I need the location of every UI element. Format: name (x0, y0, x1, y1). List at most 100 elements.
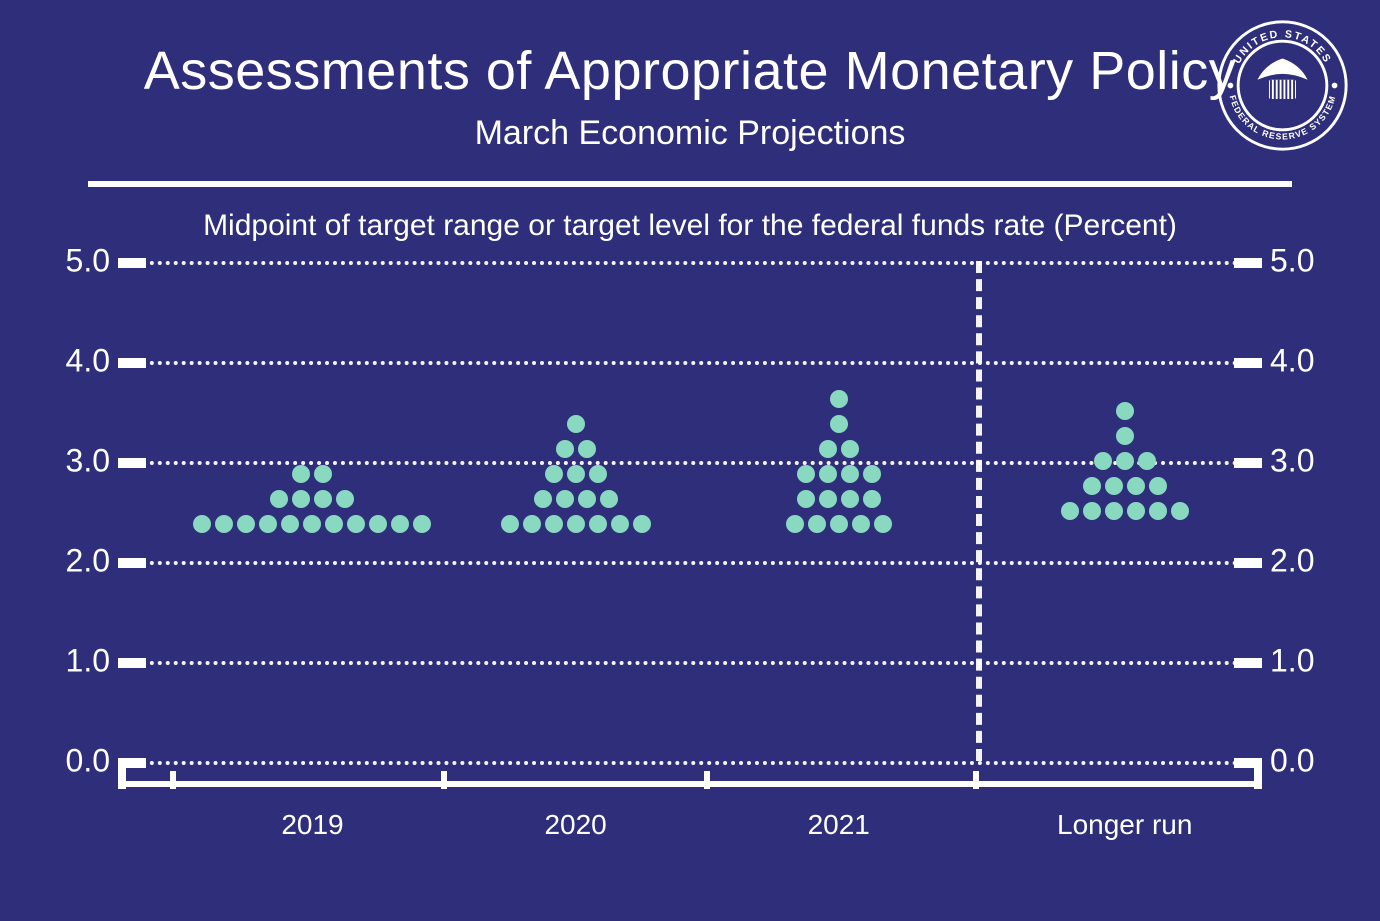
dot (1116, 402, 1134, 420)
dot (567, 415, 585, 433)
y-axis-title: Midpoint of target range or target level… (0, 209, 1380, 243)
dot (314, 465, 332, 483)
dot (1105, 477, 1123, 495)
dot (797, 490, 815, 508)
grid-line (118, 661, 1262, 665)
dot (292, 465, 310, 483)
x-axis (118, 781, 1262, 787)
grid-line (118, 361, 1262, 365)
dot (830, 415, 848, 433)
dot (589, 515, 607, 533)
divider-line (88, 181, 1292, 187)
dot (589, 465, 607, 483)
dot (830, 515, 848, 533)
y-label-right: 3.0 (1270, 443, 1340, 480)
dot (1149, 502, 1167, 520)
dot (281, 515, 299, 533)
dot (841, 440, 859, 458)
grid-line (118, 561, 1262, 565)
page-subtitle: March Economic Projections (0, 114, 1380, 153)
y-label-left: 5.0 (40, 243, 110, 280)
header: Assessments of Appropriate Monetary Poli… (0, 0, 1380, 153)
dot (567, 465, 585, 483)
dot (786, 515, 804, 533)
dot (578, 440, 596, 458)
dot (830, 390, 848, 408)
dot (611, 515, 629, 533)
x-tick (973, 771, 979, 789)
dot (808, 515, 826, 533)
dot (863, 465, 881, 483)
y-label-left: 0.0 (40, 743, 110, 780)
y-label-right: 5.0 (1270, 243, 1340, 280)
y-tick-right (1234, 558, 1262, 568)
dot (413, 515, 431, 533)
x-axis-endcap-right (1254, 761, 1262, 789)
y-label-left: 4.0 (40, 343, 110, 380)
dot (633, 515, 651, 533)
y-tick-right (1234, 458, 1262, 468)
dot (1171, 502, 1189, 520)
x-label: 2020 (544, 809, 606, 841)
x-axis-endcap-left (118, 761, 126, 789)
dot (1127, 477, 1145, 495)
dot (567, 515, 585, 533)
x-tick (170, 771, 176, 789)
dot (578, 490, 596, 508)
x-label: 2019 (281, 809, 343, 841)
dot (336, 490, 354, 508)
dot (819, 490, 837, 508)
grid-line (118, 461, 1262, 465)
y-tick-right (1234, 258, 1262, 268)
dot (1105, 502, 1123, 520)
dot (369, 515, 387, 533)
dot (841, 490, 859, 508)
dot (1083, 502, 1101, 520)
dot-plot: 0.00.01.01.02.02.03.03.04.04.05.05.02019… (40, 261, 1340, 841)
dot (303, 515, 321, 533)
dot (193, 515, 211, 533)
y-label-right: 0.0 (1270, 743, 1340, 780)
y-label-right: 1.0 (1270, 643, 1340, 680)
chart-container: Assessments of Appropriate Monetary Poli… (0, 0, 1380, 921)
y-label-right: 2.0 (1270, 543, 1340, 580)
dot (797, 465, 815, 483)
dot (314, 490, 332, 508)
dot (1116, 452, 1134, 470)
dot (1061, 502, 1079, 520)
dot (237, 515, 255, 533)
longer-run-separator (976, 261, 982, 761)
y-label-left: 1.0 (40, 643, 110, 680)
dot (1116, 427, 1134, 445)
grid-line (118, 761, 1262, 765)
page-title: Assessments of Appropriate Monetary Poli… (0, 40, 1380, 102)
y-label-left: 3.0 (40, 443, 110, 480)
dot (391, 515, 409, 533)
y-tick-left (118, 658, 146, 668)
dot (501, 515, 519, 533)
dot (325, 515, 343, 533)
x-tick (441, 771, 447, 789)
y-tick-right (1234, 658, 1262, 668)
dot (556, 440, 574, 458)
dot (852, 515, 870, 533)
dot (874, 515, 892, 533)
dot (270, 490, 288, 508)
dot (600, 490, 618, 508)
x-label: Longer run (1057, 809, 1192, 841)
dot (215, 515, 233, 533)
dot (1138, 452, 1156, 470)
dot (523, 515, 541, 533)
y-tick-right (1234, 358, 1262, 368)
dot (819, 465, 837, 483)
dot (841, 465, 859, 483)
dot (1083, 477, 1101, 495)
plot-area (118, 261, 1262, 761)
x-label: 2021 (808, 809, 870, 841)
dot (1127, 502, 1145, 520)
dot (863, 490, 881, 508)
dot (534, 490, 552, 508)
dot (1094, 452, 1112, 470)
dot (292, 490, 310, 508)
x-tick (704, 771, 710, 789)
